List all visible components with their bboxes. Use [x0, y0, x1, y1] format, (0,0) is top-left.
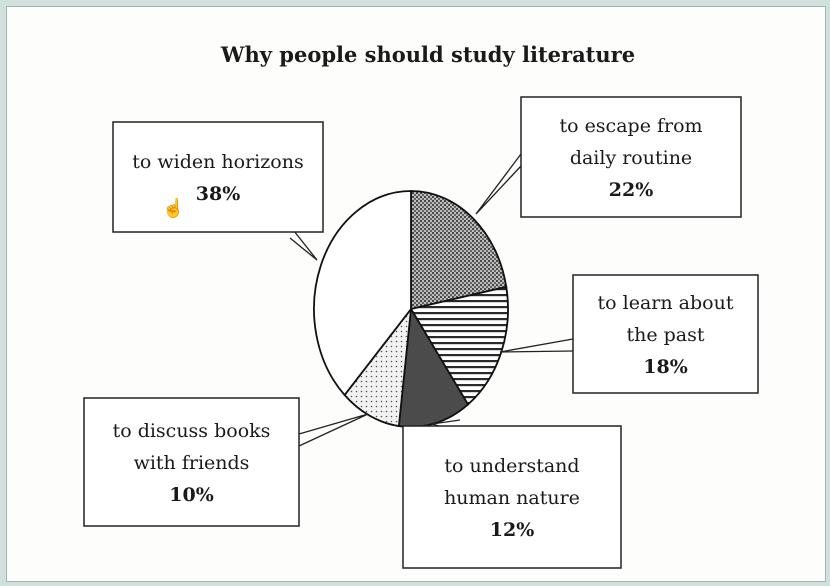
slice-value-label: 18%: [643, 356, 688, 378]
callout-box: [83, 397, 300, 527]
slice-value-label: 38%: [196, 183, 241, 205]
chart-title: Why people should study literature: [220, 42, 635, 67]
slice-label: with friends: [134, 452, 250, 474]
pie-slice: [410, 190, 508, 311]
slice-label: the past: [626, 324, 704, 346]
slice-label: to widen horizons: [132, 151, 303, 173]
leader-line: [289, 225, 318, 261]
slice-value-label: 10%: [169, 484, 214, 506]
slice-label: human nature: [444, 487, 580, 509]
callout-box: [402, 425, 622, 569]
leader-line: [475, 153, 522, 215]
leader-lines: [289, 153, 574, 447]
callout-box: [520, 96, 742, 218]
hand-cursor-icon: ☝: [162, 197, 184, 219]
slice-label: daily routine: [570, 147, 692, 169]
slice-label: to learn about: [598, 292, 734, 314]
pie-slice: [343, 305, 413, 428]
leader-line: [499, 338, 574, 353]
pie-slices: [313, 190, 509, 428]
slice-value-label: 12%: [490, 519, 535, 541]
callout-boxes: to escape from daily routine 22% to learn a…: [83, 96, 759, 569]
callout-box: [112, 121, 324, 233]
leader-line: [298, 413, 369, 447]
slice-label: to escape from: [559, 115, 702, 137]
slice-label: to understand: [444, 455, 579, 477]
pie-slice: [313, 190, 412, 397]
callout-box: [572, 274, 759, 394]
slice-label: to discuss books: [113, 420, 271, 442]
slice-value-label: 22%: [609, 179, 654, 201]
